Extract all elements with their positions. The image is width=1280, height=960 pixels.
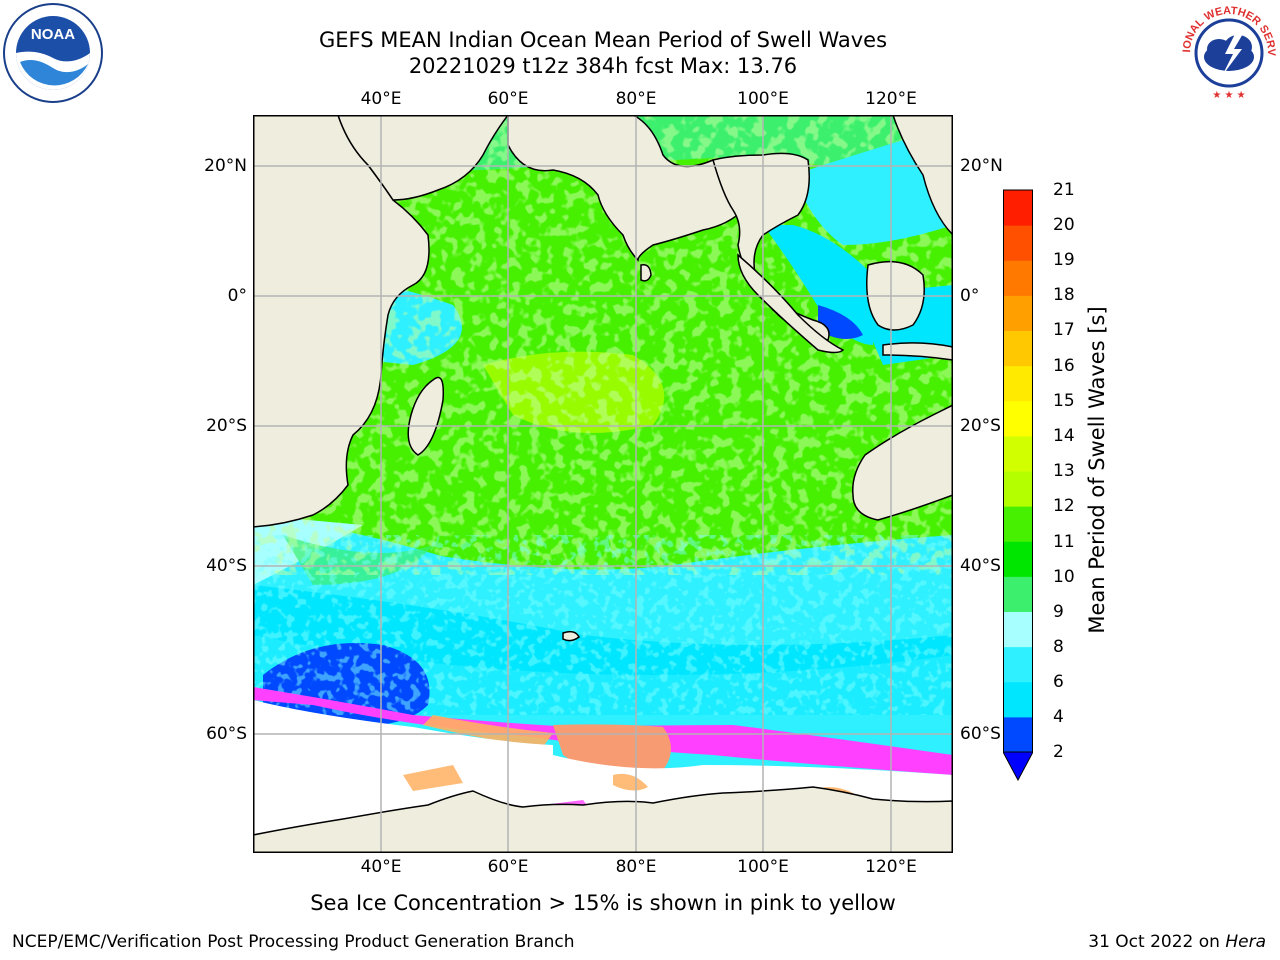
colorbar-tick: 13 [1053,461,1075,481]
chart-title: GEFS MEAN Indian Ocean Mean Period of Sw… [318,28,888,52]
noaa-logo: NOAA [2,2,104,104]
colorbar-outline [1003,189,1033,753]
colorbar-tick: 17 [1053,320,1075,340]
colorbar-tick: 12 [1053,496,1075,516]
lat-tick-left-20n: 20°N [204,156,247,176]
colorbar-tick: 10 [1053,567,1075,587]
lon-tick-top-80e: 80°E [615,89,657,109]
graticule [253,115,953,853]
colorbar-swatch [1003,716,1033,753]
svg-text:NOAA: NOAA [31,26,75,43]
map-panel [253,115,953,853]
lat-tick-right-20s: 20°S [960,416,1001,436]
lat-tick-left-60s: 60°S [206,724,247,744]
colorbar-tick: 6 [1053,672,1064,692]
colorbar-swatch [1003,295,1033,331]
lon-tick-bottom-40e: 40°E [360,857,402,877]
lat-tick-right-eq: 0° [960,286,980,306]
colorbar-tick: 8 [1053,637,1064,657]
lat-tick-right-60s: 60°S [960,724,1001,744]
colorbar-tick: 4 [1053,707,1064,727]
colorbar-tick: 9 [1053,602,1064,622]
colorbar [1002,188,1034,782]
chart-subtitle: 20221029 t12z 384h fcst Max: 13.76 [408,54,798,78]
colorbar-tick: 20 [1053,215,1075,235]
colorbar-swatch [1003,260,1033,296]
colorbar-under-arrow [1002,751,1034,782]
credit-line: NCEP/EMC/Verification Post Processing Pr… [12,932,575,952]
date-text: 31 Oct 2022 on [1088,932,1220,952]
lon-tick-top-40e: 40°E [360,89,402,109]
nws-logo: NATIONAL WEATHER SERVICE ★ ★ ★ [1174,0,1280,104]
colorbar-tick: 16 [1053,356,1075,376]
colorbar-swatch [1003,506,1033,542]
lon-tick-bottom-60e: 60°E [487,857,529,877]
swell-period-field [253,115,953,853]
date-line: 31 Oct 2022 on Hera [1088,932,1266,952]
lat-tick-left-40s: 40°S [206,556,247,576]
colorbar-tick: 19 [1053,250,1075,270]
lon-tick-bottom-120e: 120°E [865,857,917,877]
lon-tick-top-120e: 120°E [865,89,917,109]
colorbar-swatch [1003,681,1033,718]
colorbar-swatch [1003,435,1033,472]
map-border [253,115,953,853]
colorbar-tick: 11 [1053,532,1075,552]
colorbar-tick: 18 [1053,285,1075,305]
lon-tick-bottom-80e: 80°E [615,857,657,877]
lat-tick-right-40s: 40°S [960,556,1001,576]
colorbar-swatch [1003,330,1033,367]
lon-tick-top-100e: 100°E [737,89,789,109]
lon-tick-top-60e: 60°E [487,89,529,109]
land-masses [253,115,953,853]
colorbar-swatch [1003,190,1033,226]
lon-tick-bottom-100e: 100°E [737,857,789,877]
colorbar-tick: 2 [1053,742,1064,762]
colorbar-label: Mean Period of Swell Waves [s] [1085,306,1109,634]
colorbar-swatch [1003,400,1033,437]
colorbar-swatch [1003,611,1033,648]
lat-tick-left-eq: 0° [227,286,247,306]
colorbar-swatch [1003,541,1033,577]
colorbar-tick: 15 [1053,391,1075,411]
colorbar-tick: 21 [1053,180,1075,200]
colorbar-swatch [1003,576,1033,612]
colorbar-tick: 14 [1053,426,1075,446]
colorbar-swatch [1003,225,1033,261]
colorbar-swatch [1003,365,1033,402]
machine-name: Hera [1225,932,1266,952]
colorbar-swatch [1003,471,1033,507]
lat-tick-right-20n: 20°N [960,156,1003,176]
colorbar-swatch [1003,646,1033,683]
sea-ice-note: Sea Ice Concentration > 15% is shown in … [310,891,896,915]
svg-text:★ ★ ★: ★ ★ ★ [1212,90,1245,101]
lat-tick-left-20s: 20°S [206,416,247,436]
